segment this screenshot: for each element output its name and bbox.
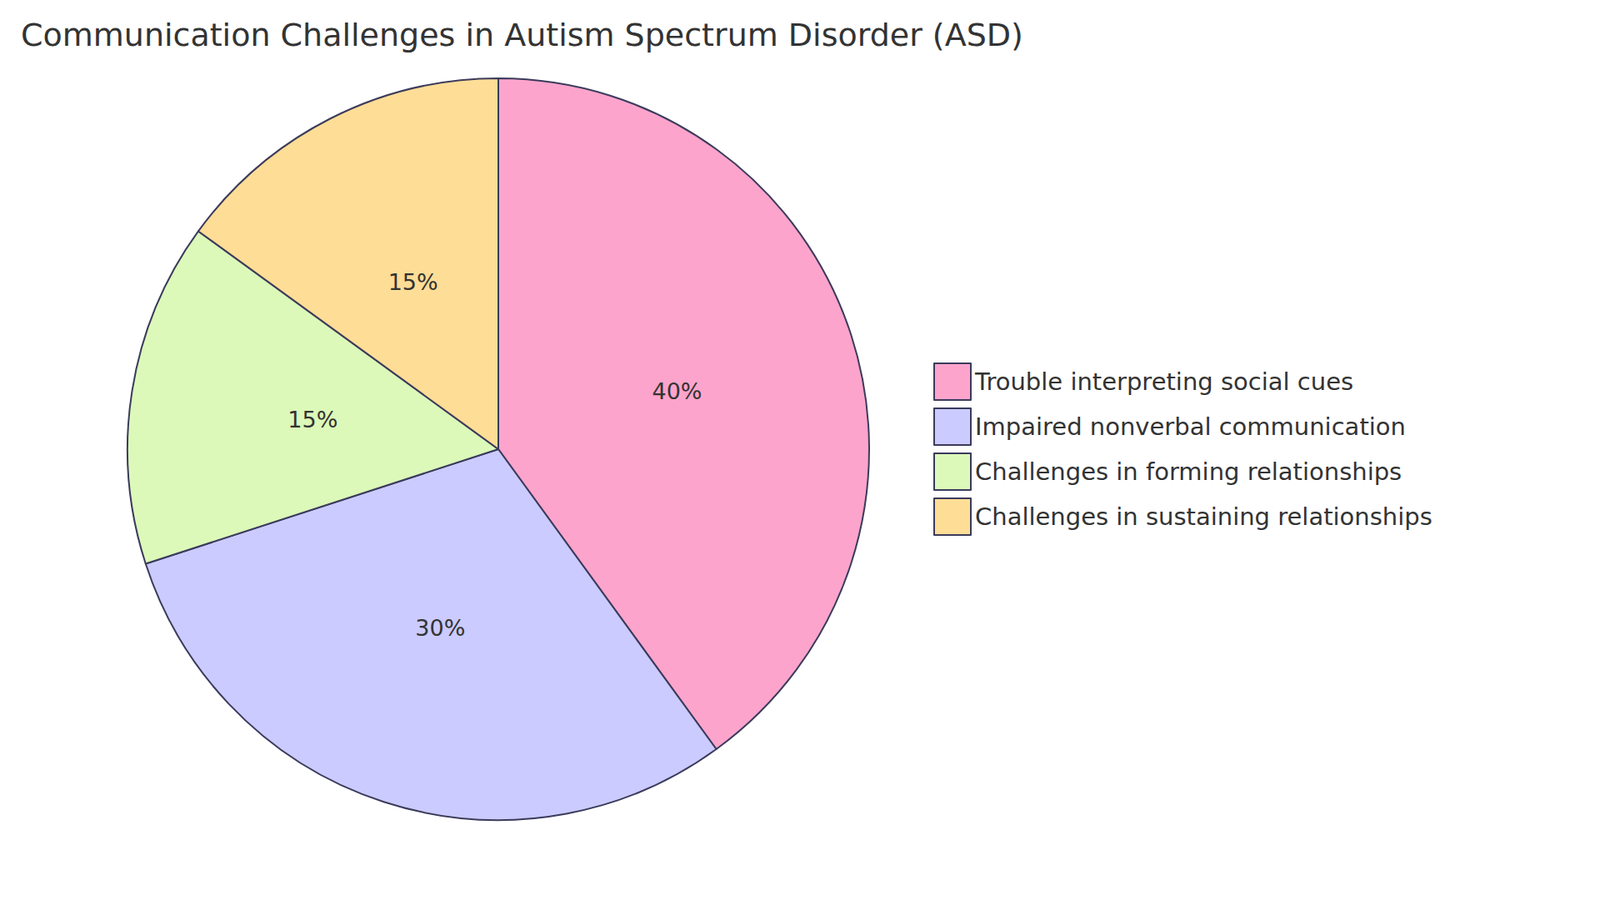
svg-text:Challenges in forming relation: Challenges in forming relationships (975, 457, 1402, 486)
svg-text:Challenges in sustaining relat: Challenges in sustaining relationships (975, 502, 1433, 531)
svg-text:Impaired nonverbal communicati: Impaired nonverbal communication (975, 412, 1406, 441)
svg-text:40%: 40% (651, 378, 702, 405)
svg-text:Communication Challenges in Au: Communication Challenges in Autism Spect… (20, 16, 1024, 54)
svg-text:15%: 15% (287, 406, 338, 433)
svg-text:Trouble interpreting social cu: Trouble interpreting social cues (974, 367, 1354, 396)
svg-text:15%: 15% (388, 269, 439, 295)
svg-text:30%: 30% (415, 615, 465, 641)
